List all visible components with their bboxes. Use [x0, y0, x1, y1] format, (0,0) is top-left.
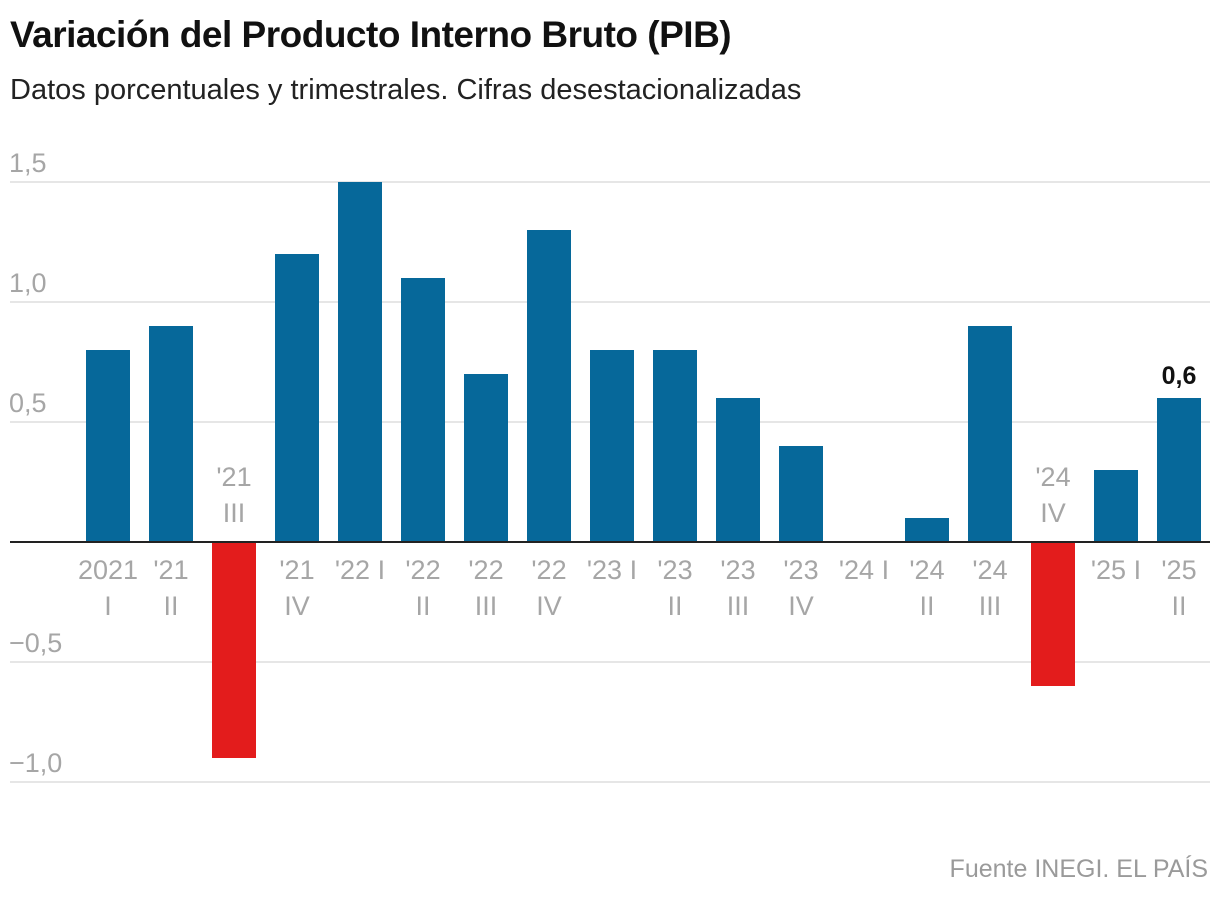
x-tick-label: '21	[153, 555, 188, 585]
x-tick-label: I	[104, 591, 112, 621]
x-tick-label: III	[979, 591, 1002, 621]
x-tick-label: '21	[279, 555, 314, 585]
bar	[590, 350, 634, 542]
x-tick-label: '24 I	[839, 555, 889, 585]
x-tick-label: '24	[1035, 462, 1070, 492]
bar	[1157, 398, 1201, 542]
x-tick-label: '24	[972, 555, 1007, 585]
bar	[527, 230, 571, 542]
x-tick-label: '22	[531, 555, 566, 585]
bar	[716, 398, 760, 542]
bar	[779, 446, 823, 542]
x-tick-label: II	[919, 591, 934, 621]
x-tick-label: 2021	[78, 555, 138, 585]
data-label: 0,6	[1162, 362, 1197, 390]
y-tick-label: 1,5	[9, 148, 47, 178]
x-tick-label: IV	[536, 591, 562, 621]
bar	[275, 254, 319, 542]
bar	[1094, 470, 1138, 542]
bar	[401, 278, 445, 542]
x-tick-label: '25 I	[1091, 555, 1141, 585]
x-tick-label: '23	[657, 555, 692, 585]
x-tick-label: '22	[405, 555, 440, 585]
x-tick-label: II	[1171, 591, 1186, 621]
bar	[149, 326, 193, 542]
x-tick-label: III	[727, 591, 750, 621]
y-tick-label: 1,0	[9, 268, 47, 298]
bar	[653, 350, 697, 542]
x-tick-label: III	[223, 498, 246, 528]
source-note: Fuente INEGI. EL PAÍS	[949, 855, 1208, 883]
bar	[464, 374, 508, 542]
x-tick-label: IV	[1040, 498, 1066, 528]
chart-subtitle: Datos porcentuales y trimestrales. Cifra…	[10, 74, 802, 106]
x-tick-label: IV	[284, 591, 310, 621]
bar	[212, 542, 256, 758]
chart-title: Variación del Producto Interno Bruto (PI…	[10, 14, 732, 55]
bar-chart: 1,5 1,0 0,5 −0,5 −1,0 2021 I '21 II '21 III '21 IV '2…	[9, 148, 1210, 783]
x-tick-label: '22 I	[335, 555, 385, 585]
bar	[1031, 542, 1075, 686]
x-tick-label: '25	[1161, 555, 1196, 585]
y-tick-label: 0,5	[9, 388, 47, 418]
x-tick-label: '23 I	[587, 555, 637, 585]
bar	[86, 350, 130, 542]
bar	[905, 518, 949, 542]
bar	[968, 326, 1012, 542]
x-tick-label: '23	[783, 555, 818, 585]
y-tick-label: −1,0	[9, 748, 62, 778]
x-tick-label: II	[415, 591, 430, 621]
x-tick-label: '24	[909, 555, 944, 585]
y-tick-label: −0,5	[9, 628, 62, 658]
x-tick-label: IV	[788, 591, 814, 621]
x-tick-label: III	[475, 591, 498, 621]
x-tick-label: '23	[720, 555, 755, 585]
x-tick-label: '22	[468, 555, 503, 585]
x-tick-label: II	[667, 591, 682, 621]
bar	[338, 182, 382, 542]
x-tick-label: II	[163, 591, 178, 621]
x-tick-label: '21	[216, 462, 251, 492]
